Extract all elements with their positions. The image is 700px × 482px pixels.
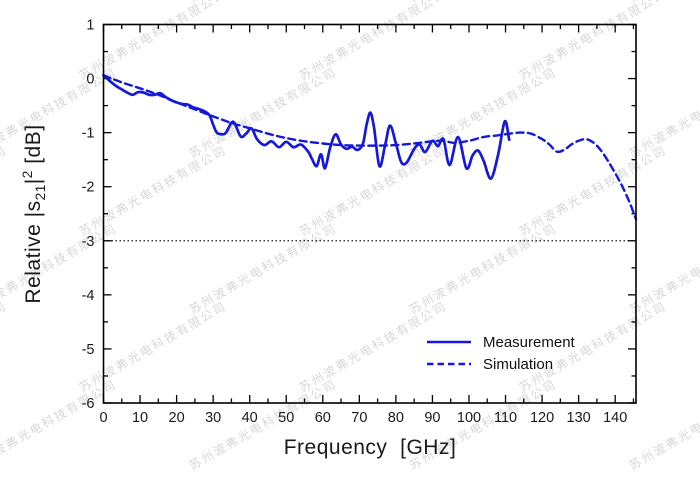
x-tick-label: 100	[457, 410, 481, 426]
y-tick-label: 0	[86, 72, 94, 88]
y-axis-title-subscript: 21	[33, 184, 49, 201]
plot-border	[102, 23, 637, 404]
x-axis-title: Frequency [GHz]	[283, 436, 457, 459]
x-tick-label: 0	[99, 410, 107, 426]
legend-swatch-solid-line	[427, 340, 471, 344]
x-tick-label: 120	[530, 410, 554, 426]
x-tick-label: 20	[169, 410, 185, 426]
x-tick-label: 110	[494, 410, 517, 426]
y-axis-title-prefix: Relative |s	[21, 200, 45, 304]
y-tick-label: -2	[82, 180, 95, 196]
x-tick-label: 70	[351, 410, 367, 426]
y-tick-label: -1	[82, 126, 95, 142]
y-axis-title-bar: |	[21, 178, 45, 185]
y-tick-label: -4	[82, 288, 95, 304]
x-tick-label: 40	[242, 410, 258, 426]
x-tick-label: 30	[205, 410, 221, 426]
y-tick-label: -3	[82, 234, 95, 250]
x-tick-label: 130	[567, 410, 591, 426]
x-tick-label: 60	[315, 410, 331, 426]
legend: Measurement Simulation	[426, 331, 575, 375]
x-tick-label: 50	[278, 410, 294, 426]
legend-label: Measurement	[483, 333, 575, 351]
y-axis-title: Relative |s21|2 [dB]	[20, 124, 48, 303]
series-line-measurement	[102, 73, 511, 180]
y-tick-label: 1	[86, 18, 94, 34]
y-axis-title-superscript: 2	[19, 170, 35, 179]
legend-entry-measurement: Measurement	[426, 331, 575, 353]
series-line-simulation	[102, 74, 638, 221]
x-tick-label: 10	[132, 410, 148, 426]
y-tick-label: -6	[82, 396, 95, 412]
legend-label: Simulation	[483, 355, 554, 373]
x-tick-label: 80	[388, 410, 404, 426]
y-axis-title-suffix: [dB]	[21, 124, 45, 171]
x-tick-label: 90	[424, 410, 440, 426]
x-tick-label: 140	[603, 410, 627, 426]
legend-entry-simulation: Simulation	[426, 353, 575, 375]
y-tick-label: -5	[82, 342, 95, 358]
legend-swatch-dashed-line	[427, 362, 471, 366]
